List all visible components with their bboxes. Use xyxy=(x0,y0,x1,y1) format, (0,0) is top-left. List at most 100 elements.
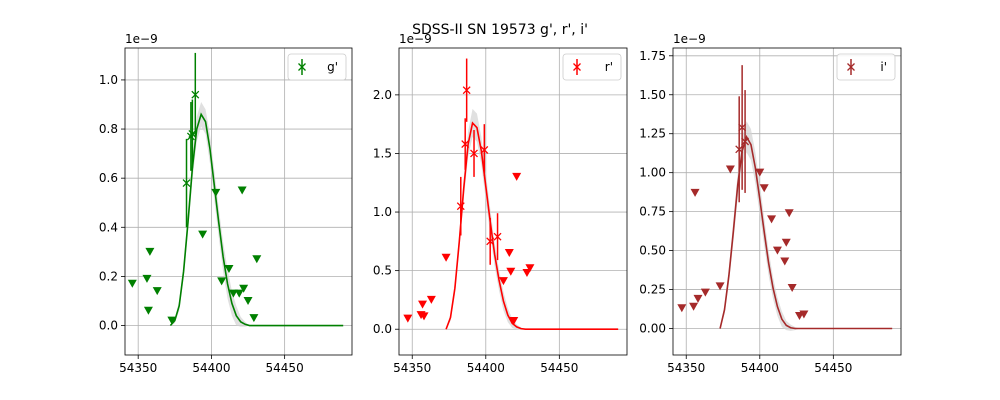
y-tick-label: 1.5 xyxy=(373,146,392,160)
x-tick-label: 54450 xyxy=(266,361,304,375)
upper-limit-marker xyxy=(506,267,516,276)
y-tick-label: 2.0 xyxy=(373,88,392,102)
upper-limit-marker xyxy=(772,246,782,255)
y-tick-label: 0.50 xyxy=(639,244,666,258)
upper-limit-marker xyxy=(512,172,522,181)
upper-limit-marker xyxy=(419,312,429,321)
upper-limit-marker xyxy=(441,253,451,262)
legend-marker xyxy=(573,63,581,71)
x-tick-label: 54350 xyxy=(119,361,157,375)
y-tick-label: 0.75 xyxy=(639,205,666,219)
model-curve xyxy=(169,112,344,327)
upper-limit-marker xyxy=(715,282,725,291)
upper-limit-marker xyxy=(224,265,234,274)
x-tick-label: 54400 xyxy=(741,361,779,375)
upper-limit-marker xyxy=(418,300,428,309)
axis-offset-label: 1e−9 xyxy=(673,32,706,46)
upper-limit-marker xyxy=(498,277,508,286)
upper-limit-marker xyxy=(787,283,797,292)
upper-limit-marker xyxy=(249,314,259,323)
upper-limit-marker xyxy=(504,249,514,258)
upper-limit-marker xyxy=(781,238,791,247)
upper-limit-marker xyxy=(509,317,519,326)
axes-frame xyxy=(124,47,353,356)
upper-limit-marker xyxy=(767,215,777,224)
upper-limit-marker xyxy=(677,304,687,313)
upper-limit-marker xyxy=(759,184,769,193)
detection-marker xyxy=(741,137,750,146)
plot-area xyxy=(403,58,619,331)
detection-marker xyxy=(456,202,465,211)
upper-limit-marker xyxy=(228,289,238,298)
y-tick-label: 0.4 xyxy=(99,220,118,234)
upper-limit-marker xyxy=(142,274,152,283)
x-tick-label: 54350 xyxy=(393,361,431,375)
axis-offset-label: 1e−9 xyxy=(125,32,158,46)
upper-limit-marker xyxy=(689,302,699,311)
upper-limit-marker xyxy=(799,310,809,319)
x-tick-label: 54400 xyxy=(467,361,505,375)
legend-marker xyxy=(298,63,306,71)
upper-limit-marker xyxy=(127,279,137,288)
y-tick-label: 0.5 xyxy=(373,264,392,278)
detection-marker xyxy=(462,86,471,95)
panel-r: 54350 54400 54450 0.0 0.5 1.0 1.5 2.0 1e−9 r' xyxy=(373,32,628,375)
upper-limit-marker xyxy=(403,314,413,323)
legend-marker xyxy=(847,63,855,71)
upper-limit-marker xyxy=(426,295,436,304)
upper-limit-marker xyxy=(198,230,208,239)
y-tick-label: 0.2 xyxy=(99,269,118,283)
upper-limit-marker xyxy=(525,264,535,273)
upper-limit-marker xyxy=(234,289,244,298)
y-tick-label: 0.8 xyxy=(99,122,118,136)
upper-limit-marker xyxy=(167,316,177,325)
upper-limit-marker xyxy=(700,288,710,297)
detection-marker xyxy=(493,232,502,241)
model-uncertainty-band xyxy=(446,108,619,330)
detection-marker xyxy=(461,140,470,149)
y-tick-label: 0.0 xyxy=(373,322,392,336)
upper-limit-marker xyxy=(211,188,221,197)
x-tick-label: 54350 xyxy=(667,361,705,375)
upper-limit-marker xyxy=(239,284,249,293)
plot-area xyxy=(677,65,893,331)
upper-limit-marker xyxy=(755,168,765,177)
detection-marker xyxy=(182,179,191,188)
legend-label: i' xyxy=(880,60,887,74)
upper-limit-marker xyxy=(784,209,794,218)
upper-limit-marker xyxy=(693,294,703,303)
upper-limit-marker xyxy=(143,306,153,315)
upper-limit-marker xyxy=(145,247,155,256)
upper-limit-marker xyxy=(237,186,247,195)
y-tick-label: 1.0 xyxy=(99,73,118,87)
x-tick-label: 54400 xyxy=(192,361,230,375)
legend-label: g' xyxy=(327,60,338,74)
upper-limit-marker xyxy=(152,287,162,296)
axes-frame xyxy=(398,47,628,356)
plot-area xyxy=(127,52,344,327)
y-tick-label: 1.75 xyxy=(639,49,666,63)
model-curve xyxy=(445,121,619,331)
upper-limit-marker xyxy=(780,257,790,266)
detection-marker xyxy=(480,145,489,154)
upper-limit-marker xyxy=(690,188,700,197)
upper-limit-marker xyxy=(243,296,253,305)
detection-marker xyxy=(191,90,200,99)
figure-title: SDSS-II SN 19573 g', r', i' xyxy=(412,22,588,38)
panel-g: 54350 54400 54450 0.0 0.2 0.4 0.6 0.8 1.0 1e−9 g' xyxy=(99,32,353,375)
y-tick-label: 0.00 xyxy=(639,322,666,336)
y-tick-label: 0.25 xyxy=(639,283,666,297)
detection-marker xyxy=(470,149,478,158)
x-tick-label: 54450 xyxy=(540,361,578,375)
y-tick-label: 1.0 xyxy=(373,205,392,219)
y-tick-label: 0.0 xyxy=(99,319,118,333)
upper-limit-marker xyxy=(252,255,262,264)
model-curve xyxy=(719,134,893,330)
y-tick-label: 1.00 xyxy=(639,166,666,180)
detection-marker xyxy=(486,237,495,246)
y-tick-label: 0.6 xyxy=(99,171,118,185)
y-tick-label: 1.25 xyxy=(639,127,666,141)
upper-limit-marker xyxy=(217,277,227,286)
